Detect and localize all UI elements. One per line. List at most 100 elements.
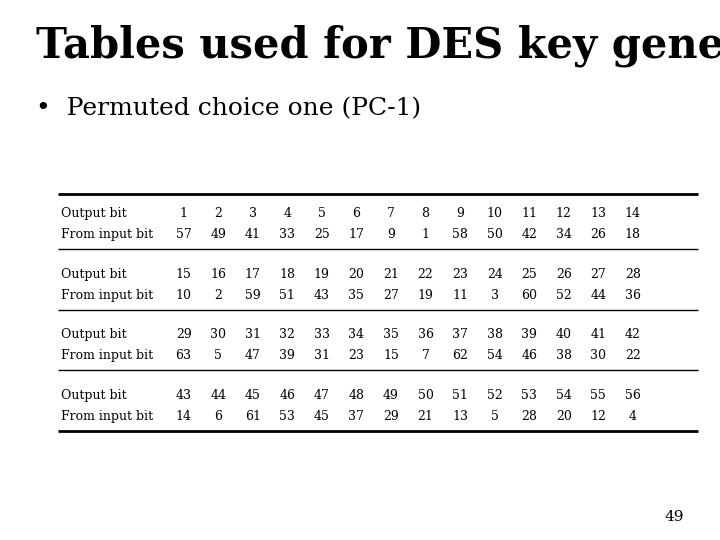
- Text: 23: 23: [348, 349, 364, 362]
- Text: Output bit: Output bit: [61, 328, 127, 341]
- Text: 3: 3: [248, 207, 257, 220]
- Text: 22: 22: [418, 268, 433, 281]
- Text: 12: 12: [556, 207, 572, 220]
- Text: 59: 59: [245, 289, 261, 302]
- Text: 21: 21: [418, 410, 433, 423]
- Text: 52: 52: [556, 289, 572, 302]
- Text: 37: 37: [452, 328, 468, 341]
- Text: 5: 5: [215, 349, 222, 362]
- Text: 31: 31: [314, 349, 330, 362]
- Text: 28: 28: [625, 268, 641, 281]
- Text: 43: 43: [176, 389, 192, 402]
- Text: 19: 19: [418, 289, 433, 302]
- Text: Output bit: Output bit: [61, 389, 127, 402]
- Text: 24: 24: [487, 268, 503, 281]
- Text: 44: 44: [590, 289, 606, 302]
- Text: 10: 10: [176, 289, 192, 302]
- Text: 58: 58: [452, 228, 468, 241]
- Text: 9: 9: [456, 207, 464, 220]
- Text: 42: 42: [625, 328, 641, 341]
- Text: 14: 14: [176, 410, 192, 423]
- Text: 20: 20: [556, 410, 572, 423]
- Text: 46: 46: [521, 349, 537, 362]
- Text: 49: 49: [383, 389, 399, 402]
- Text: 53: 53: [521, 389, 537, 402]
- Text: 44: 44: [210, 389, 226, 402]
- Text: 54: 54: [487, 349, 503, 362]
- Text: Tables used for DES key generation: Tables used for DES key generation: [36, 24, 720, 67]
- Text: 63: 63: [176, 349, 192, 362]
- Text: 45: 45: [314, 410, 330, 423]
- Text: 25: 25: [314, 228, 330, 241]
- Text: 46: 46: [279, 389, 295, 402]
- Text: 5: 5: [491, 410, 498, 423]
- Text: 11: 11: [452, 289, 468, 302]
- Text: 21: 21: [383, 268, 399, 281]
- Text: 30: 30: [210, 328, 226, 341]
- Text: 9: 9: [387, 228, 395, 241]
- Text: From input bit: From input bit: [61, 410, 153, 423]
- Text: 23: 23: [452, 268, 468, 281]
- Text: 29: 29: [383, 410, 399, 423]
- Text: 17: 17: [348, 228, 364, 241]
- Text: 45: 45: [245, 389, 261, 402]
- Text: 50: 50: [418, 389, 433, 402]
- Text: 2: 2: [215, 289, 222, 302]
- Text: 6: 6: [352, 207, 361, 220]
- Text: 16: 16: [210, 268, 226, 281]
- Text: 20: 20: [348, 268, 364, 281]
- Text: 25: 25: [521, 268, 537, 281]
- Text: •  Permuted choice one (PC-1): • Permuted choice one (PC-1): [36, 97, 421, 120]
- Text: 60: 60: [521, 289, 537, 302]
- Text: 27: 27: [590, 268, 606, 281]
- Text: 4: 4: [283, 207, 292, 220]
- Text: 61: 61: [245, 410, 261, 423]
- Text: 38: 38: [556, 349, 572, 362]
- Text: 55: 55: [590, 389, 606, 402]
- Text: 62: 62: [452, 349, 468, 362]
- Text: 50: 50: [487, 228, 503, 241]
- Text: 26: 26: [556, 268, 572, 281]
- Text: 28: 28: [521, 410, 537, 423]
- Text: 6: 6: [214, 410, 222, 423]
- Text: 47: 47: [314, 389, 330, 402]
- Text: 49: 49: [665, 510, 684, 524]
- Text: 30: 30: [590, 349, 606, 362]
- Text: 13: 13: [590, 207, 606, 220]
- Text: 53: 53: [279, 410, 295, 423]
- Text: 2: 2: [215, 207, 222, 220]
- Text: 15: 15: [176, 268, 192, 281]
- Text: 54: 54: [556, 389, 572, 402]
- Text: 41: 41: [245, 228, 261, 241]
- Text: 41: 41: [590, 328, 606, 341]
- Text: 35: 35: [348, 289, 364, 302]
- Text: 37: 37: [348, 410, 364, 423]
- Text: 34: 34: [556, 228, 572, 241]
- Text: From input bit: From input bit: [61, 228, 153, 241]
- Text: 48: 48: [348, 389, 364, 402]
- Text: 43: 43: [314, 289, 330, 302]
- Text: 56: 56: [625, 389, 641, 402]
- Text: 57: 57: [176, 228, 192, 241]
- Text: 27: 27: [383, 289, 399, 302]
- Text: 49: 49: [210, 228, 226, 241]
- Text: From input bit: From input bit: [61, 349, 153, 362]
- Text: 51: 51: [452, 389, 468, 402]
- Text: 35: 35: [383, 328, 399, 341]
- Text: 3: 3: [490, 289, 499, 302]
- Text: 14: 14: [625, 207, 641, 220]
- Text: 15: 15: [383, 349, 399, 362]
- Text: 36: 36: [418, 328, 433, 341]
- Text: From input bit: From input bit: [61, 289, 153, 302]
- Text: 19: 19: [314, 268, 330, 281]
- Text: 18: 18: [625, 228, 641, 241]
- Text: 22: 22: [625, 349, 641, 362]
- Text: Output bit: Output bit: [61, 268, 127, 281]
- Text: 12: 12: [590, 410, 606, 423]
- Text: 10: 10: [487, 207, 503, 220]
- Text: 17: 17: [245, 268, 261, 281]
- Text: 8: 8: [421, 207, 430, 220]
- Text: 1: 1: [421, 228, 430, 241]
- Text: 7: 7: [422, 349, 429, 362]
- Text: 38: 38: [487, 328, 503, 341]
